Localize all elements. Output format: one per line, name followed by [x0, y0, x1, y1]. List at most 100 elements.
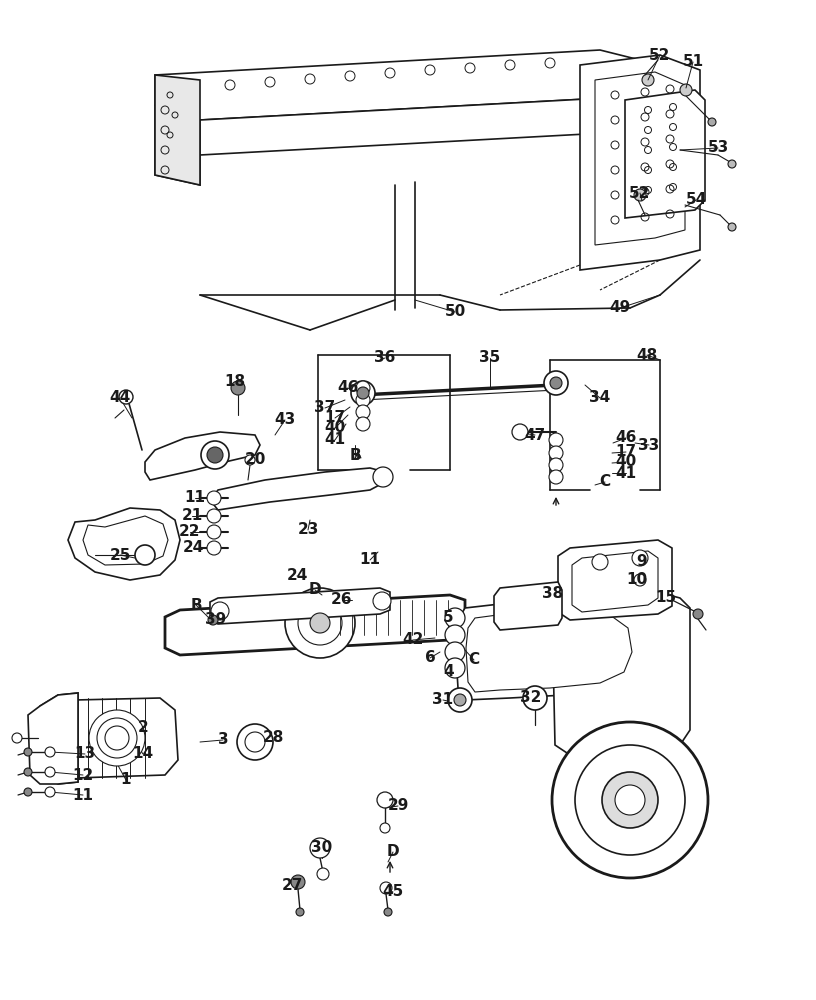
Circle shape: [549, 458, 563, 472]
Circle shape: [45, 747, 55, 757]
Circle shape: [201, 441, 229, 469]
Text: 4: 4: [444, 664, 455, 680]
Circle shape: [523, 686, 547, 710]
Text: 52: 52: [629, 186, 650, 200]
Text: 11: 11: [360, 552, 380, 568]
Circle shape: [208, 615, 218, 625]
Circle shape: [245, 732, 265, 752]
Text: 33: 33: [638, 438, 659, 452]
Circle shape: [356, 393, 370, 407]
Circle shape: [285, 588, 355, 658]
Circle shape: [728, 223, 736, 231]
Circle shape: [24, 768, 32, 776]
Circle shape: [310, 838, 330, 858]
Text: 32: 32: [521, 690, 542, 706]
Circle shape: [45, 767, 55, 777]
Text: 43: 43: [274, 412, 295, 428]
Circle shape: [351, 381, 375, 405]
Circle shape: [544, 371, 568, 395]
Circle shape: [237, 724, 273, 760]
Text: 53: 53: [707, 140, 729, 155]
Text: 38: 38: [543, 586, 564, 601]
Polygon shape: [558, 540, 672, 620]
Circle shape: [634, 574, 646, 586]
Circle shape: [207, 491, 221, 505]
Circle shape: [693, 609, 703, 619]
Text: 47: 47: [525, 428, 546, 442]
Text: B: B: [349, 448, 361, 462]
Polygon shape: [155, 75, 200, 185]
Text: 49: 49: [610, 300, 631, 316]
Circle shape: [728, 160, 736, 168]
Text: 17: 17: [325, 410, 345, 426]
Polygon shape: [68, 508, 180, 580]
Polygon shape: [466, 608, 632, 692]
Text: 35: 35: [479, 351, 501, 365]
Circle shape: [45, 787, 55, 797]
Text: 40: 40: [325, 420, 346, 436]
Polygon shape: [625, 90, 705, 218]
Text: 40: 40: [615, 454, 636, 470]
Circle shape: [552, 722, 708, 878]
Circle shape: [207, 447, 223, 463]
Circle shape: [357, 387, 369, 399]
Text: 41: 41: [325, 432, 345, 448]
Text: D: D: [387, 844, 399, 859]
Text: 31: 31: [432, 692, 454, 708]
Text: 17: 17: [615, 444, 636, 460]
Text: 28: 28: [262, 730, 284, 746]
Circle shape: [135, 545, 155, 565]
Text: 39: 39: [206, 612, 227, 628]
Text: D: D: [308, 582, 322, 597]
Text: 42: 42: [402, 633, 424, 648]
Text: 46: 46: [615, 430, 636, 446]
Polygon shape: [494, 582, 562, 630]
Circle shape: [634, 189, 646, 201]
Circle shape: [380, 882, 392, 894]
Circle shape: [448, 688, 472, 712]
Text: 3: 3: [218, 732, 228, 748]
Circle shape: [377, 792, 393, 808]
Circle shape: [549, 433, 563, 447]
Polygon shape: [572, 551, 658, 612]
Circle shape: [119, 390, 133, 404]
Circle shape: [445, 625, 465, 645]
Text: C: C: [600, 475, 610, 489]
Polygon shape: [580, 55, 700, 270]
Text: 10: 10: [627, 572, 648, 587]
Text: 25: 25: [109, 548, 131, 562]
Polygon shape: [40, 693, 78, 784]
Circle shape: [245, 455, 255, 465]
Circle shape: [12, 733, 22, 743]
Polygon shape: [165, 595, 465, 655]
Circle shape: [356, 417, 370, 431]
Circle shape: [373, 467, 393, 487]
Text: 26: 26: [331, 592, 353, 607]
Text: 51: 51: [682, 54, 703, 70]
Circle shape: [549, 446, 563, 460]
Polygon shape: [28, 693, 78, 784]
Circle shape: [317, 868, 329, 880]
Circle shape: [296, 908, 304, 916]
Text: 9: 9: [636, 554, 647, 570]
Circle shape: [298, 601, 342, 645]
Polygon shape: [58, 698, 178, 778]
Text: 11: 11: [73, 788, 94, 802]
Circle shape: [380, 823, 390, 833]
Polygon shape: [455, 598, 650, 700]
Circle shape: [373, 592, 391, 610]
Circle shape: [105, 726, 129, 750]
Circle shape: [89, 710, 145, 766]
Circle shape: [642, 74, 654, 86]
Text: B: B: [190, 597, 202, 612]
Text: 21: 21: [181, 508, 202, 524]
Circle shape: [602, 772, 658, 828]
Text: 30: 30: [312, 840, 333, 856]
Text: 48: 48: [636, 348, 658, 362]
Text: 22: 22: [180, 524, 201, 540]
Text: 37: 37: [314, 400, 335, 416]
Circle shape: [445, 608, 465, 628]
Circle shape: [24, 748, 32, 756]
Circle shape: [575, 745, 685, 855]
Text: 54: 54: [685, 192, 707, 208]
